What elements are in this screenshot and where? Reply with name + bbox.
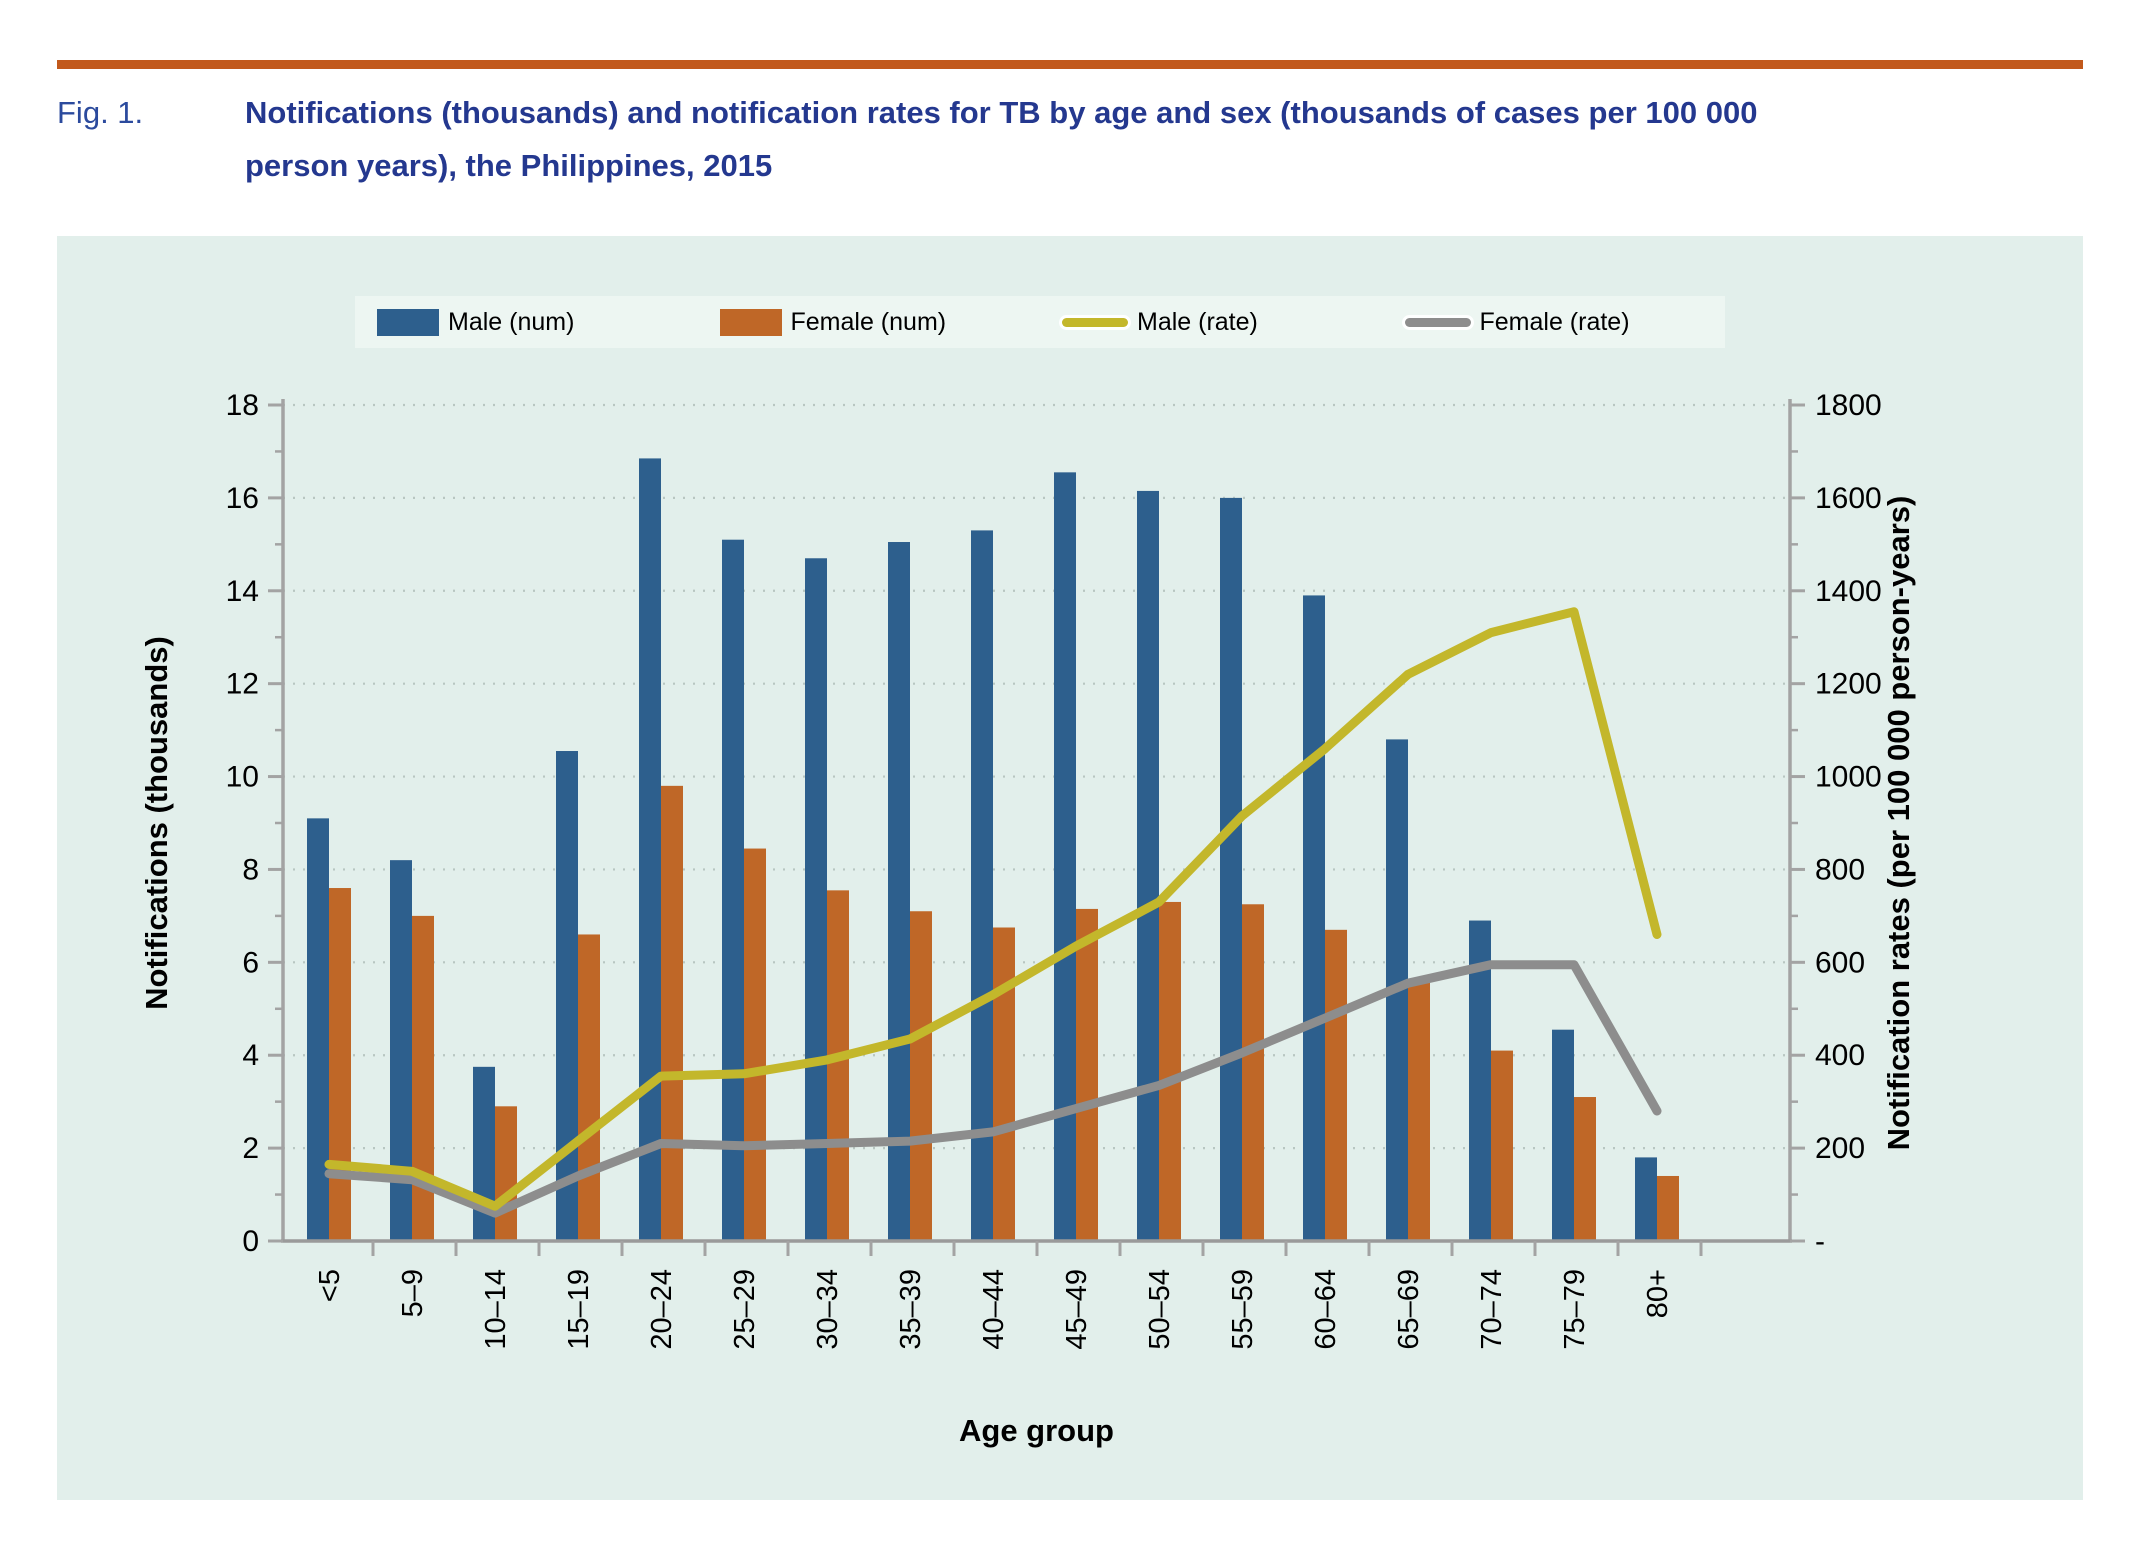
axes: 0 2 4 6 8 10 12 14 16 18 - 200 400 600 800 1000 1200 1400… <box>226 389 1882 1258</box>
y-right-tick-label: 1600 <box>1815 482 1882 515</box>
bars <box>307 458 1679 1241</box>
male-bar-25–29 <box>722 539 744 1241</box>
male-bar-40–44 <box>971 530 993 1241</box>
female-bar-15–19 <box>578 934 600 1241</box>
y-right-tick-label: 1000 <box>1815 761 1882 794</box>
x-axis-label-40–44: 40–44 <box>978 1269 1010 1350</box>
female-bar-25–29 <box>744 848 766 1241</box>
female-rate-line <box>324 960 1662 1218</box>
male-bar-<5 <box>307 818 329 1241</box>
figure-title: Notifications (thousands) and notificati… <box>245 86 2090 192</box>
x-axis-label-5–9: 5–9 <box>397 1269 429 1317</box>
y-left-tick-label: 8 <box>242 853 259 886</box>
x-axis-label-<5: <5 <box>314 1269 346 1302</box>
female-bar-30–34 <box>827 890 849 1241</box>
female-bar-10–14 <box>495 1106 517 1241</box>
x-axis-label-45–49: 45–49 <box>1061 1269 1093 1350</box>
female-bar-50–54 <box>1159 901 1181 1241</box>
legend-line-swatch-2 <box>1062 317 1128 327</box>
y-left-tick-label: 4 <box>242 1039 259 1072</box>
x-axis-title: Age group <box>959 1413 1114 1448</box>
x-axis-label-30–34: 30–34 <box>812 1269 844 1350</box>
legend-label: Female (num) <box>790 307 947 336</box>
x-axis-label-15–19: 15–19 <box>563 1269 595 1350</box>
y-axis-left-title: Notifications (thousands) <box>139 636 174 1010</box>
female-bar-70–74 <box>1491 1050 1513 1241</box>
legend-label: Female (rate) <box>1479 307 1630 336</box>
gridlines <box>283 403 1790 1150</box>
y-right-tick-label: 800 <box>1815 853 1865 886</box>
x-axis-label-70–74: 70–74 <box>1476 1269 1508 1350</box>
figure-title-line1: Notifications (thousands) and notificati… <box>245 95 1758 130</box>
male-rate-line <box>324 607 1662 1211</box>
y-left-tick-label: 12 <box>226 668 259 701</box>
y-left-tick-label: 18 <box>226 389 259 422</box>
y-right-tick-label: - <box>1815 1225 1825 1258</box>
chart-panel: 0 2 4 6 8 10 12 14 16 18 - 200 400 600 800 1000 1200 1400… <box>57 236 2083 1500</box>
y-right-tick-label: 400 <box>1815 1039 1865 1072</box>
legend-line-swatch-3 <box>1404 317 1471 327</box>
female-bar-20–24 <box>661 785 683 1241</box>
female-bar-5–9 <box>412 915 434 1241</box>
x-axis-label-60–64: 60–64 <box>1310 1269 1342 1350</box>
male-bar-20–24 <box>639 458 661 1241</box>
legend-item-female-rate-: Female (rate) <box>1383 308 1726 337</box>
chart-legend: Male (num) Female (num) Male (rate) Female … <box>355 296 1725 348</box>
male-bar-35–39 <box>888 542 910 1241</box>
y-left-tick-label: 2 <box>242 1132 259 1165</box>
female-bar-75–79 <box>1574 1097 1596 1241</box>
legend-item-male-num-: Male (num) <box>355 308 698 337</box>
legend-bar-swatch-0 <box>377 308 439 336</box>
legend-label: Male (num) <box>448 307 575 336</box>
x-axis-label-55–59: 55–59 <box>1227 1269 1259 1350</box>
y-left-tick-label: 0 <box>242 1225 259 1258</box>
x-axis-label-25–29: 25–29 <box>729 1269 761 1350</box>
chart-plot: 0 2 4 6 8 10 12 14 16 18 - 200 400 600 800 1000 1200 1400… <box>139 389 1916 1448</box>
x-axis-label-75–79: 75–79 <box>1559 1269 1591 1350</box>
legend-item-male-rate-: Male (rate) <box>1040 308 1383 337</box>
figure-title-line2: person years), the Philippines, 2015 <box>245 148 773 183</box>
male-bar-5–9 <box>390 860 412 1241</box>
female-bar-60–64 <box>1325 929 1347 1241</box>
y-left-tick-label: 10 <box>226 761 259 794</box>
female-bar-65–69 <box>1408 978 1430 1241</box>
male-bar-55–59 <box>1220 497 1242 1241</box>
female-bar-40–44 <box>993 927 1015 1241</box>
x-axis-label-65–69: 65–69 <box>1393 1269 1425 1350</box>
y-right-tick-label: 600 <box>1815 946 1865 979</box>
y-axis-right-title: Notification rates (per 100 000 person-y… <box>1881 496 1916 1151</box>
x-axis-label-50–54: 50–54 <box>1144 1269 1176 1350</box>
legend-label: Male (rate) <box>1137 307 1258 336</box>
accent-rule <box>57 60 2083 69</box>
y-right-tick-label: 1800 <box>1815 389 1882 422</box>
y-right-tick-label: 1200 <box>1815 668 1882 701</box>
male-bar-30–34 <box>805 558 827 1241</box>
male-bar-15–19 <box>556 751 578 1241</box>
female-bar-45–49 <box>1076 908 1098 1241</box>
x-axis-label-35–39: 35–39 <box>895 1269 927 1350</box>
x-axis-label-80+: 80+ <box>1642 1269 1674 1318</box>
y-right-tick-label: 1400 <box>1815 575 1882 608</box>
legend-bar-swatch-1 <box>719 308 782 336</box>
y-right-tick-label: 200 <box>1815 1132 1865 1165</box>
female-bar-<5 <box>329 888 351 1241</box>
x-axis-label-20–24: 20–24 <box>646 1269 678 1350</box>
y-left-tick-label: 16 <box>226 482 259 515</box>
male-bar-45–49 <box>1054 472 1076 1241</box>
y-left-tick-label: 14 <box>226 575 259 608</box>
male-bar-75–79 <box>1552 1029 1574 1241</box>
x-axis-label-10–14: 10–14 <box>480 1269 512 1350</box>
legend-item-female-num-: Female (num) <box>698 308 1041 337</box>
male-bar-80+ <box>1635 1157 1657 1241</box>
female-bar-35–39 <box>910 911 932 1241</box>
y-left-tick-label: 6 <box>242 946 259 979</box>
male-bar-70–74 <box>1469 920 1491 1241</box>
female-bar-80+ <box>1657 1175 1679 1241</box>
female-bar-55–59 <box>1242 904 1264 1241</box>
figure-number: Fig. 1. <box>57 95 144 130</box>
male-bar-50–54 <box>1137 490 1159 1241</box>
male-bar-60–64 <box>1303 595 1325 1241</box>
